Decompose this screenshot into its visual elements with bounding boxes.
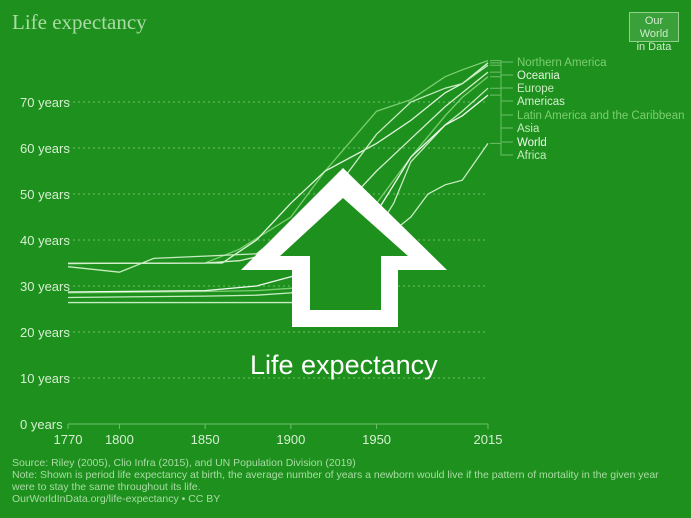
source-text: Source: Riley (2005), Clio Infra (2015),… [12,457,356,469]
series-line [67,59,489,265]
note-text-line-1: Note: Shown is period life expectancy at… [12,469,659,481]
series-line [68,143,489,304]
legend-label: Europe [517,83,554,95]
legend-connector [490,94,513,143]
legend-connector [490,60,513,63]
y-tick-label: 40 years [20,233,70,248]
y-tick-label: 0 years [20,417,63,432]
x-tick-label: 1900 [276,432,305,447]
x-tick-label: 1770 [54,432,83,447]
legend-connector [490,142,513,156]
y-tick-label: 50 years [20,187,70,202]
url-text[interactable]: OurWorldInData.org/life-expectancy • CC … [12,493,221,505]
logo-line-2: in Data [636,41,672,53]
y-tick-label: 10 years [20,371,70,386]
x-tick-label: 1950 [362,432,391,447]
logo-line-1: Our World [639,15,669,40]
legend-label: Africa [517,150,547,162]
owid-logo[interactable]: Our World in Data [629,12,679,53]
series-line [67,62,489,265]
x-tick-label: 1800 [105,432,134,447]
legend-label: World [517,137,547,149]
overlay-label: Life expectancy [250,350,438,380]
y-tick-label: 30 years [20,279,70,294]
legend-label: Americas [517,96,565,108]
up-arrow-inner [280,198,408,310]
x-tick-label: 1850 [191,432,220,447]
chart-footer: Source: Riley (2005), Clio Infra (2015),… [12,457,682,505]
chart-title: Life expectancy [12,10,147,34]
y-tick-label: 70 years [20,95,70,110]
legend-label: Latin America and the Caribbean [517,110,685,122]
y-tick-label: 20 years [20,325,70,340]
legend-label: Northern America [517,57,607,69]
legend-label: Asia [517,123,540,135]
note-text-line-2: were to stay the same throughout its lif… [12,481,201,493]
x-tick-label: 2015 [474,432,503,447]
y-tick-label: 60 years [20,141,70,156]
legend-label: Oceania [517,70,560,82]
